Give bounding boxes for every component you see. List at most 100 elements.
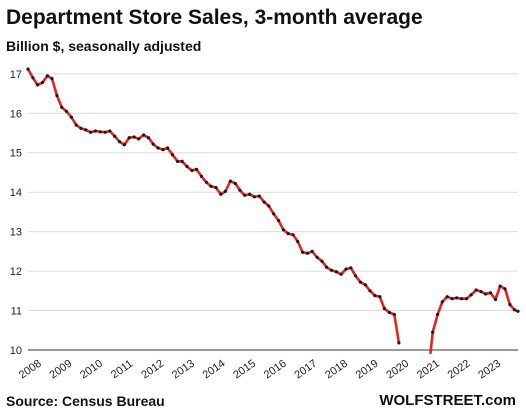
- x-tick-label: 2015: [231, 358, 258, 382]
- data-point: [156, 146, 160, 150]
- data-point: [166, 146, 170, 150]
- data-point: [199, 174, 204, 178]
- data-point: [98, 130, 102, 134]
- data-point: [180, 159, 184, 163]
- data-point: [113, 134, 117, 138]
- data-point: [281, 228, 285, 232]
- data-point: [325, 265, 329, 269]
- data-point: [305, 251, 310, 255]
- x-tick-label: 2014: [201, 358, 228, 382]
- data-point: [35, 83, 40, 87]
- x-tick-label: 2021: [415, 358, 442, 382]
- data-point: [185, 164, 189, 169]
- data-point: [378, 295, 382, 299]
- data-point: [272, 212, 276, 216]
- x-tick-label: 2022: [446, 358, 473, 382]
- y-tick-label: 13: [10, 227, 22, 239]
- x-tick-label: 2008: [17, 358, 44, 382]
- data-point: [209, 184, 213, 188]
- x-tick-label: 2009: [47, 358, 74, 382]
- data-point: [64, 109, 68, 113]
- data-point: [84, 128, 88, 132]
- data-point: [320, 259, 324, 263]
- data-point: [474, 288, 478, 292]
- data-point: [45, 74, 50, 78]
- y-tick-label: 16: [10, 108, 22, 120]
- data-point: [436, 312, 440, 317]
- series-line: [26, 68, 401, 344]
- data-point: [40, 80, 45, 85]
- data-point: [358, 280, 362, 284]
- data-point: [291, 233, 295, 237]
- y-tick-label: 10: [10, 345, 22, 357]
- data-point: [503, 287, 507, 291]
- y-tick-label: 15: [10, 148, 22, 160]
- data-point: [118, 140, 122, 144]
- y-tick-label: 14: [10, 187, 22, 199]
- data-point: [103, 130, 107, 134]
- data-point: [132, 135, 136, 139]
- data-point: [455, 296, 459, 300]
- data-point: [464, 297, 469, 301]
- data-point: [493, 297, 498, 302]
- data-point: [214, 185, 218, 190]
- data-point: [440, 300, 444, 304]
- data-point: [262, 200, 266, 204]
- data-point: [484, 292, 488, 296]
- data-point: [89, 130, 93, 134]
- data-point: [228, 179, 232, 183]
- data-point: [512, 308, 517, 312]
- data-point: [277, 219, 281, 223]
- data-point: [445, 295, 449, 299]
- x-tick-label: 2018: [323, 358, 350, 382]
- data-point: [74, 123, 78, 127]
- x-tick-label: 2023: [476, 358, 503, 382]
- data-point: [387, 310, 391, 315]
- data-point: [349, 266, 353, 270]
- data-point: [26, 67, 30, 71]
- data-point: [257, 194, 261, 198]
- data-point: [363, 283, 367, 287]
- data-point: [194, 167, 199, 171]
- data-point: [31, 76, 35, 80]
- data-point: [344, 267, 348, 271]
- x-tick-label: 2017: [292, 358, 319, 382]
- data-point: [79, 126, 83, 130]
- x-axis-ticks: 2008 2009 2010 2011 2012 2013 2014 2015 2016 2017…: [17, 358, 503, 382]
- brand-mark: WOLFSTREET.com: [379, 392, 516, 409]
- chart-subtitle: Billion $, seasonally adjusted: [6, 38, 202, 54]
- data-point: [498, 284, 502, 288]
- data-point: [368, 289, 372, 293]
- data-point: [233, 181, 237, 186]
- data-point: [488, 291, 493, 295]
- series-markers: [26, 67, 520, 345]
- data-point: [60, 105, 64, 109]
- x-tick-label: 2012: [139, 358, 166, 382]
- data-point: [122, 143, 126, 147]
- x-tick-label: 2019: [354, 358, 381, 382]
- data-point: [353, 274, 358, 278]
- data-point: [223, 189, 227, 193]
- data-point: [469, 293, 473, 297]
- series-line: [429, 284, 519, 355]
- data-point: [252, 195, 256, 199]
- data-point: [334, 270, 339, 274]
- data-point: [243, 193, 247, 197]
- x-tick-label: 2010: [78, 358, 105, 382]
- data-point: [267, 204, 271, 208]
- data-point: [329, 268, 334, 272]
- data-point: [151, 142, 155, 146]
- data-point: [175, 159, 180, 163]
- data-point: [286, 232, 290, 236]
- data-point: [161, 148, 165, 152]
- x-tick-label: 2011: [109, 358, 135, 381]
- data-point: [301, 250, 305, 254]
- data-point: [127, 136, 131, 140]
- data-point: [310, 249, 314, 253]
- series-lines: [26, 68, 519, 355]
- data-point: [137, 137, 141, 141]
- data-point: [315, 255, 319, 259]
- data-point: [219, 192, 223, 196]
- x-tick-label: 2016: [262, 358, 289, 382]
